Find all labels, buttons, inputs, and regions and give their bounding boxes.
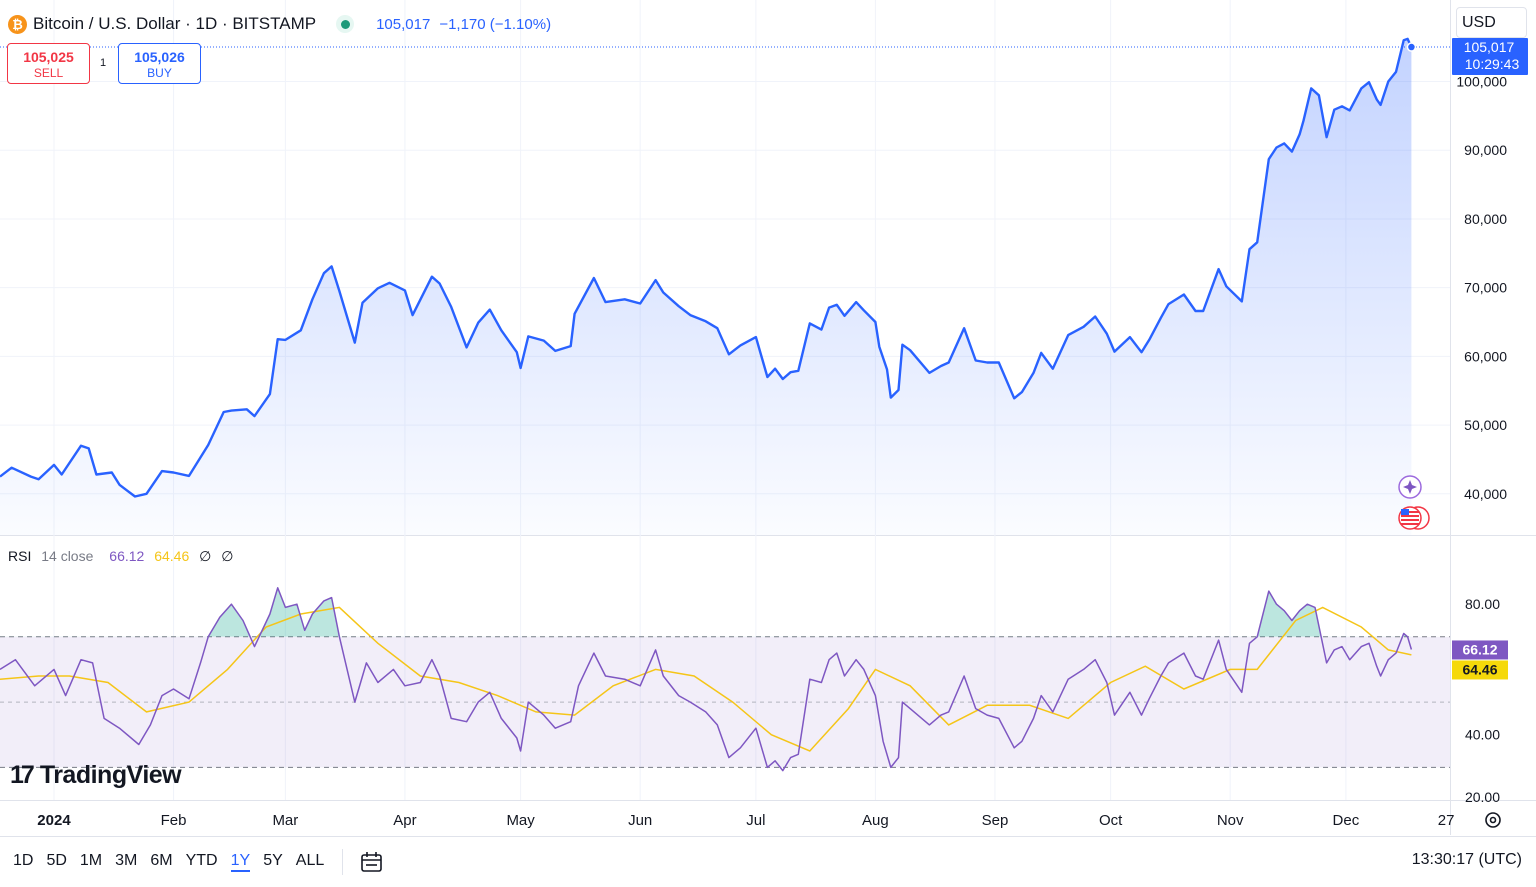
- tradingview-logo-icon: 17: [10, 761, 35, 789]
- price-tag-time: 10:29:43: [1465, 56, 1520, 72]
- time-tick-label: 2024: [37, 812, 71, 829]
- price-line: [0, 37, 1413, 498]
- price-tick-label: 70,000: [1464, 280, 1507, 296]
- time-tick-label: Jun: [628, 812, 652, 829]
- price-tick-label: 100,000: [1456, 74, 1507, 90]
- last-price: 105,017: [376, 15, 431, 33]
- range-button-1m[interactable]: 1M: [79, 852, 103, 869]
- range-button-3m[interactable]: 3M: [115, 852, 138, 869]
- time-tick-label: Feb: [161, 812, 187, 829]
- time-tick-label: Mar: [272, 812, 298, 829]
- price-tick-label: 50,000: [1464, 417, 1507, 433]
- buy-price: 105,026: [134, 49, 185, 65]
- rsi-legend-value: 66.12: [109, 548, 145, 564]
- range-buttons: 1D 5D 1M 3M 6M YTD 1Y 5Y ALL: [0, 852, 324, 872]
- rsi-ma-text: 64.46: [1462, 661, 1497, 677]
- time-tick-label: 27: [1438, 812, 1455, 829]
- rsi-value-text: 66.12: [1462, 641, 1497, 657]
- range-button-all[interactable]: ALL: [295, 852, 325, 869]
- settings-icon-ring: [1485, 812, 1501, 828]
- rsi-tick-label: 40.00: [1465, 727, 1500, 743]
- settings-icon[interactable]: [1485, 812, 1501, 828]
- rsi-line: [0, 587, 1413, 772]
- time-tick-label: Oct: [1099, 812, 1123, 829]
- range-button-1d[interactable]: 1D: [13, 852, 34, 869]
- sell-button[interactable]: 105,025 SELL: [7, 43, 90, 84]
- time-tick-label: Jul: [746, 812, 765, 829]
- currency-label: USD: [1462, 14, 1496, 31]
- rsi-name: RSI: [8, 548, 32, 564]
- rsi-value-tag: [1452, 640, 1508, 660]
- buy-label: BUY: [147, 66, 172, 80]
- time-tick-label: Aug: [862, 812, 889, 829]
- market-open-icon: [336, 15, 355, 33]
- rsi-legend-empty-2: ∅: [221, 548, 234, 564]
- rsi-legend[interactable]: RSI 14 close 66.12 64.46 ∅ ∅: [8, 548, 239, 565]
- sell-price: 105,025: [23, 49, 74, 65]
- rsi-tick-label-20: 20.00: [1465, 789, 1500, 805]
- price-area-fill: [0, 38, 1412, 536]
- rsi-ma-legend-value: 64.46: [154, 548, 190, 564]
- spread-value: 1: [100, 57, 107, 69]
- range-button-5d[interactable]: 5D: [46, 852, 67, 869]
- ai-sparkle-glyph: [1403, 480, 1417, 494]
- last-price-dot: [1406, 42, 1417, 52]
- price-tick-label: 80,000: [1464, 211, 1507, 227]
- sell-label: SELL: [33, 66, 64, 80]
- range-button-ytd[interactable]: YTD: [185, 852, 218, 869]
- rsi-params: 14 close: [41, 548, 94, 564]
- settings-icon-hub: [1489, 816, 1497, 824]
- range-button-1y[interactable]: 1Y: [230, 852, 251, 872]
- price-change: −1,170 (−1.10%): [439, 15, 552, 33]
- time-tick-label: Dec: [1333, 812, 1360, 829]
- clock[interactable]: 13:30:17 (UTC): [1411, 851, 1522, 868]
- flag-canton: [1401, 509, 1409, 515]
- currency-selector[interactable]: USD: [1456, 7, 1527, 38]
- time-tick-label: May: [506, 812, 535, 829]
- symbol-title[interactable]: Bitcoin / U.S. Dollar · 1D · BITSTAMP: [33, 14, 317, 33]
- toolbar-divider: [342, 849, 344, 875]
- rsi-tick-label: 80.00: [1465, 596, 1500, 612]
- price-tick-label: 60,000: [1464, 348, 1507, 364]
- time-tick-label: Sep: [982, 812, 1009, 829]
- bitcoin-icon: ₿: [8, 14, 27, 34]
- symbol-header[interactable]: ₿ Bitcoin / U.S. Dollar · 1D · BITSTAMP …: [8, 12, 551, 36]
- price-tag-box: [1452, 38, 1528, 76]
- price-tick-label: 40,000: [1464, 486, 1507, 502]
- time-tick-label: Apr: [393, 812, 416, 829]
- range-button-6m[interactable]: 6M: [150, 852, 173, 869]
- calendar-icon[interactable]: [359, 850, 385, 874]
- price-tick-label: 90,000: [1464, 142, 1507, 158]
- time-tick-label: Nov: [1217, 812, 1244, 829]
- tradingview-logo-text: TradingView: [39, 761, 182, 789]
- price-tag-value: 105,017: [1464, 39, 1515, 55]
- tradingview-logo[interactable]: 17 TradingView: [10, 761, 182, 790]
- rsi-ma-line: [0, 606, 1412, 752]
- rsi-legend-empty-1: ∅: [199, 548, 212, 564]
- bottom-toolbar: 1D 5D 1M 3M 6M YTD 1Y 5Y ALL 13:30:17 (UTC): [0, 845, 1536, 879]
- buy-button[interactable]: 105,026 BUY: [118, 43, 201, 84]
- rsi-ma-tag: [1452, 660, 1508, 680]
- range-button-5y[interactable]: 5Y: [263, 852, 283, 869]
